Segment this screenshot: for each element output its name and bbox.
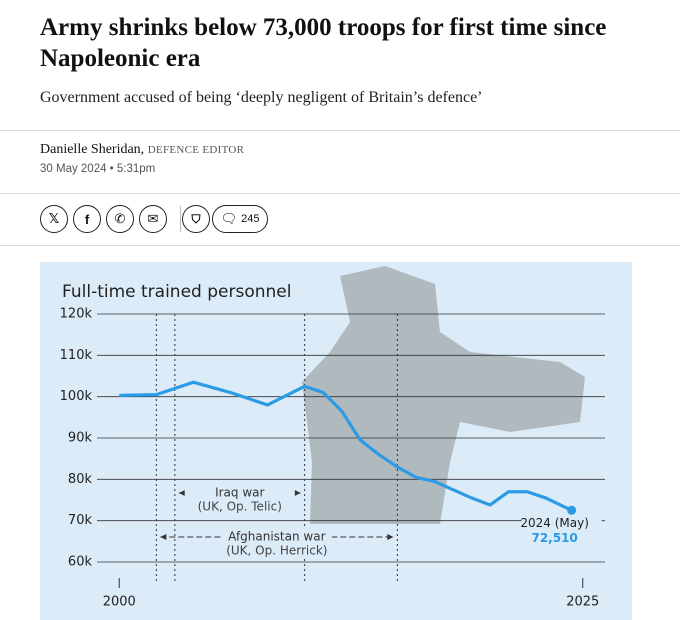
period-sublabel: (UK, Op. Herrick)	[226, 544, 327, 558]
y-tick-label: 70k	[68, 513, 93, 528]
author[interactable]: Danielle Sheridan,	[40, 142, 145, 157]
author-role: DEFENCE EDITOR	[147, 144, 245, 156]
period-label: Iraq war	[215, 486, 264, 500]
data-line	[119, 380, 573, 512]
value-label: 72,510	[531, 531, 577, 545]
y-tick-label: 60k	[68, 555, 93, 570]
divider	[0, 245, 680, 246]
share-whatsapp[interactable]: ✆	[106, 205, 134, 233]
share-facebook[interactable]: f	[73, 205, 101, 233]
headline: Army shrinks below 73,000 troops for fir…	[40, 14, 607, 72]
chart-title: Full-time trained personnel	[62, 282, 291, 302]
period-sublabel: (UK, Op. Telic)	[198, 500, 282, 514]
y-tick-label: 110k	[60, 348, 93, 363]
data-point	[567, 505, 577, 515]
point-label: 2024 (May)	[520, 516, 589, 530]
standfirst: Government accused of being ‘deeply negl…	[40, 89, 483, 106]
share-email[interactable]: ✉	[139, 205, 167, 233]
separator	[180, 206, 181, 232]
label-bg	[184, 485, 295, 515]
comment-count: 245	[241, 213, 260, 225]
y-tick-label: 90k	[68, 431, 93, 446]
y-tick-label: 100k	[60, 389, 93, 404]
date: 30 May 2024 • 5:31pm	[40, 163, 156, 175]
byline: Danielle Sheridan, DEFENCE EDITOR	[40, 142, 244, 158]
soldier-photo	[302, 266, 585, 524]
y-tick-label: 80k	[68, 472, 93, 487]
chart: Full-time trained personnel 60k 70k 80k 90k…	[40, 262, 632, 620]
label-bg	[521, 515, 602, 548]
divider	[0, 130, 680, 131]
x-tick-label: 2025	[566, 595, 599, 610]
divider	[0, 193, 680, 194]
period-label: Afghanistan war	[228, 530, 325, 544]
x-tick-label: 2000	[103, 595, 136, 610]
comments[interactable]: 🗨 245	[212, 205, 268, 233]
bookmark[interactable]: ⛉	[182, 205, 210, 233]
label-bg	[221, 529, 332, 559]
share-x[interactable]: 𝕏	[40, 205, 68, 233]
y-tick-label: 120k	[60, 307, 93, 322]
